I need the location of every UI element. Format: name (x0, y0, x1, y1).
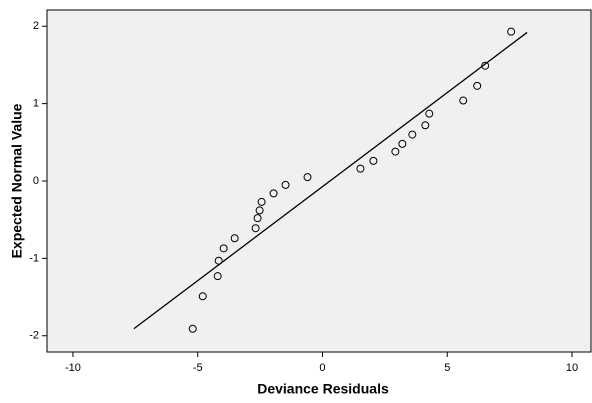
data-point (251, 224, 260, 233)
data-point (391, 147, 400, 156)
data-point (230, 234, 239, 243)
data-point (481, 61, 490, 70)
data-point (255, 206, 264, 215)
data-point (269, 189, 278, 198)
data-point (219, 244, 228, 253)
y-tick-label: 1 (33, 98, 39, 110)
data-point (473, 81, 482, 90)
x-tick-label: -10 (65, 362, 81, 374)
data-point (369, 156, 378, 165)
x-tick-label: 0 (319, 362, 325, 374)
data-point (408, 130, 417, 139)
data-point (507, 27, 516, 36)
data-point (188, 324, 197, 333)
data-point (257, 197, 266, 206)
plot-area (46, 9, 592, 353)
data-point (213, 272, 222, 281)
x-tick-label: 10 (566, 362, 578, 374)
x-tick-label: 5 (444, 362, 450, 374)
data-point (303, 173, 312, 182)
y-tick-label: 2 (33, 20, 39, 32)
data-point (421, 121, 430, 130)
y-axis-title: Expected Normal Value (9, 103, 25, 258)
data-point (214, 256, 223, 265)
data-point (459, 96, 468, 105)
data-point (398, 139, 407, 148)
data-point (425, 109, 434, 118)
reference-line (133, 31, 528, 330)
y-tick-label: -2 (29, 330, 39, 342)
x-tick-label: -5 (193, 362, 203, 374)
data-point (356, 164, 365, 173)
data-point (281, 180, 290, 189)
y-tick-label: -1 (29, 252, 39, 264)
x-axis-title: Deviance Residuals (257, 381, 389, 397)
y-tick-label: 0 (33, 175, 39, 187)
data-point (253, 214, 262, 223)
data-point (198, 292, 207, 301)
